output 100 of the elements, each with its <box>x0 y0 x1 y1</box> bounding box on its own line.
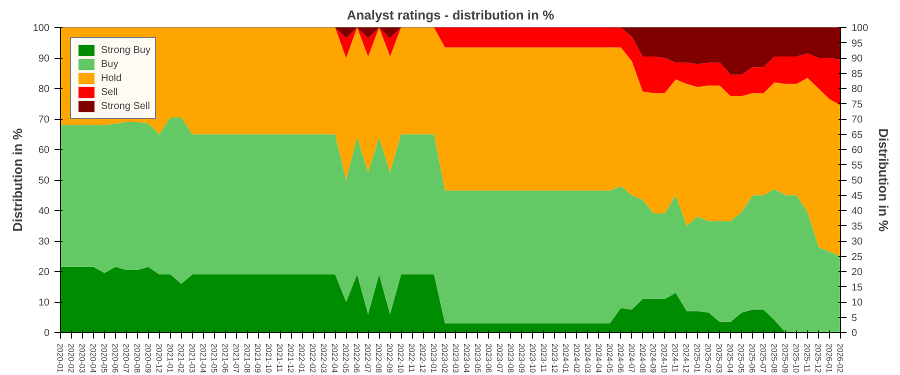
x-tick-label: 2021-03 <box>187 344 196 374</box>
x-tick-label: 2026-01 <box>824 344 834 374</box>
y2-axis-title: Distribution in % <box>876 128 892 232</box>
x-tick-label: 2020-05 <box>99 344 108 374</box>
x-tick-label: 2022-01 <box>297 344 306 374</box>
x-tick-label: 2024-12 <box>682 344 691 374</box>
x-tick-label: 2023-07 <box>494 344 504 374</box>
x-tick-label: 2025-08 <box>770 344 779 374</box>
y-axis-title: Distribution in % <box>10 128 25 232</box>
y2-tick-label: 90 <box>852 54 864 64</box>
x-tick-label: 2024-07 <box>626 344 636 374</box>
x-tick-label: 2020-08 <box>132 344 142 374</box>
x-tick-label: 2025-03 <box>714 344 724 374</box>
y2-tick-label: 30 <box>852 236 864 248</box>
x-tick-label: 2023-04 <box>462 344 471 374</box>
y2-tick-label: 100 <box>852 23 869 34</box>
x-tick-label: 2024-02 <box>572 344 581 374</box>
y2-tick-label: 10 <box>852 298 864 308</box>
legend-label: Sell <box>101 86 119 99</box>
y-tick-label: 0 <box>44 328 50 339</box>
y2-tick-label: 95 <box>852 38 864 50</box>
x-tick-label: 2024-01 <box>560 344 570 374</box>
y2-tick-label: 55 <box>852 160 864 172</box>
x-tick-label: 2025-01 <box>692 344 702 374</box>
x-tick-label: 2021-05 <box>209 344 218 374</box>
x-tick-label: 2024-09 <box>648 344 658 374</box>
y2-tick-label: 65 <box>852 130 864 141</box>
x-tick-label: 2022-10 <box>396 344 406 374</box>
x-tick-label: 2020-04 <box>88 344 98 374</box>
y2-tick-label: 60 <box>852 145 864 156</box>
x-tick-label: 2020-09 <box>143 344 152 374</box>
x-tick-label: 2022-04 <box>330 344 340 374</box>
y2-tick-label: 15 <box>852 282 864 294</box>
x-tick-label: 2020-06 <box>110 344 120 374</box>
legend-label: Strong Sell <box>101 100 150 113</box>
x-tick-label: 2023-06 <box>484 344 493 374</box>
x-tick-label: 2025-04 <box>726 344 735 374</box>
x-tick-label: 2025-07 <box>758 344 768 374</box>
y-tick-label: 50 <box>38 176 50 186</box>
x-tick-label: 2021-02 <box>176 344 186 374</box>
x-tick-label: 2021-01 <box>165 344 174 374</box>
x-tick-label: 2023-02 <box>440 344 450 374</box>
y2-tick-label: 75 <box>852 99 864 110</box>
x-tick-label: 2024-04 <box>594 344 603 374</box>
y2-tick-label: 5 <box>852 312 858 324</box>
x-tick-label: 2024-10 <box>660 344 669 374</box>
legend-label: Hold <box>101 72 122 85</box>
x-tick-label: 2024-06 <box>616 344 625 374</box>
x-tick-label: 2022-05 <box>341 344 350 374</box>
y-tick-label: 80 <box>38 84 50 95</box>
y-tick-label: 10 <box>38 298 50 308</box>
x-tick-label: 2022-02 <box>308 344 318 374</box>
y2-tick-label: 45 <box>852 190 864 202</box>
y-tick-label: 20 <box>38 267 50 278</box>
x-tick-label: 2024-08 <box>638 344 647 374</box>
x-tick-label: 2023-09 <box>516 344 526 374</box>
y2-tick-label: 85 <box>852 68 864 80</box>
x-tick-label: 2024-11 <box>670 344 680 373</box>
x-tick-label: 2023-10 <box>528 344 537 374</box>
x-tick-label: 2021-10 <box>264 344 274 374</box>
chart-title: Analyst ratings - distribution in % <box>346 8 555 22</box>
x-tick-label: 2022-03 <box>319 344 328 374</box>
y-tick-label: 90 <box>38 54 50 64</box>
y-tick-label: 70 <box>38 114 50 126</box>
x-tick-label: 2025-10 <box>792 344 801 374</box>
x-tick-label: 2021-09 <box>253 344 262 374</box>
x-tick-label: 2022-11 <box>407 344 416 373</box>
x-tick-label: 2026-02 <box>836 344 844 374</box>
x-tick-label: 2020-12 <box>154 344 164 374</box>
x-tick-label: 2020-03 <box>77 344 86 374</box>
y2-tick-label: 80 <box>852 84 864 95</box>
x-tick-label: 2022-08 <box>374 344 384 374</box>
y2-tick-label: 40 <box>852 206 864 217</box>
x-tick-label: 2025-06 <box>748 344 757 374</box>
y2-tick-label: 25 <box>852 252 864 263</box>
x-tick-label: 2021-04 <box>198 344 208 374</box>
x-tick-label: 2021-06 <box>220 344 230 374</box>
y-tick-label: 60 <box>38 145 50 156</box>
x-tick-label: 2025-05 <box>736 344 746 374</box>
x-tick-label: 2020-07 <box>121 344 130 374</box>
y2-tick-label: 0 <box>852 328 858 339</box>
x-tick-label: 2023-05 <box>472 344 482 374</box>
x-tick-label: 2022-06 <box>352 344 362 374</box>
x-tick-label: 2023-03 <box>450 344 460 374</box>
x-tick-label: 2025-02 <box>704 344 713 374</box>
y-tick-label: 30 <box>38 236 50 248</box>
legend-label: Buy <box>101 58 120 71</box>
y2-tick-label: 35 <box>852 221 864 232</box>
legend-label: Strong Buy <box>101 44 150 57</box>
y-tick-label: 40 <box>38 206 50 217</box>
x-tick-label: 2023-12 <box>550 344 559 374</box>
x-tick-label: 2022-12 <box>418 344 428 374</box>
x-tick-label: 2024-05 <box>604 344 614 374</box>
x-tick-label: 2021-07 <box>231 344 240 374</box>
y-tick-label: 100 <box>32 23 50 34</box>
x-tick-label: 2020-02 <box>66 344 76 374</box>
x-tick-label: 2022-09 <box>385 344 394 374</box>
x-tick-label: 2024-03 <box>582 344 592 374</box>
x-tick-label: 2021-08 <box>242 344 252 374</box>
x-tick-label: 2021-11 <box>275 344 284 373</box>
